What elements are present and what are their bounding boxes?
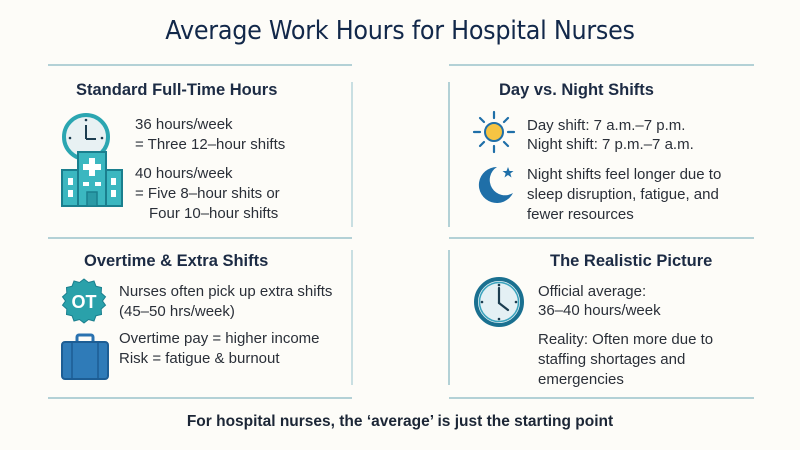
panel-heading: The Realistic Picture <box>550 252 713 270</box>
text-fewer-resources: fewer resources <box>527 206 634 223</box>
text-four-10-hour: Four 10–hour shifts <box>149 205 279 222</box>
text-36-hours: 36 hours/week <box>135 116 233 133</box>
text-five-8-hour: = Five 8–hour shits or <box>135 185 280 202</box>
text-extra-shifts: Nurses often pick up extra shifts <box>119 283 333 300</box>
briefcase-icon <box>61 333 109 380</box>
divider-bottom-left <box>48 397 352 399</box>
clock-icon <box>474 277 524 327</box>
text-night-shift: Night shift: 7 p.m.–7 a.m. <box>527 136 694 153</box>
text-36-40-hours: 36–40 hours/week <box>538 302 661 319</box>
divider-mid-left <box>48 237 352 239</box>
text-night-longer: Night shifts feel longer due to <box>527 166 722 183</box>
divider-vertical-right-top <box>448 82 450 227</box>
text-sleep-disruption: sleep disruption, fatigue, and <box>527 186 719 203</box>
moon-icon <box>478 166 514 203</box>
ot-badge-icon: OT <box>61 278 107 324</box>
divider-mid-right <box>449 237 754 239</box>
text-40-hours: 40 hours/week <box>135 165 233 182</box>
text-day-shift: Day shift: 7 a.m.–7 p.m. <box>527 117 686 134</box>
divider-vertical-right-bottom <box>448 250 450 385</box>
divider-bottom-right <box>449 397 754 399</box>
panel-heading: Standard Full-Time Hours <box>76 81 278 99</box>
text-staffing-shortages: staffing shortages and <box>538 351 686 368</box>
sun-icon <box>472 110 516 154</box>
page-title: Average Work Hours for Hospital Nurses <box>165 16 635 46</box>
divider-vertical-left-top <box>351 82 353 227</box>
divider-top-left <box>48 64 352 66</box>
ot-badge-text: OT <box>72 292 97 312</box>
divider-vertical-left-bottom <box>351 250 353 385</box>
hospital-clock-icon <box>61 113 123 207</box>
text-risk-burnout: Risk = fatigue & burnout <box>119 350 280 367</box>
text-overtime-pay: Overtime pay = higher income <box>119 330 320 347</box>
text-three-12-hour: = Three 12–hour shifts <box>135 136 286 153</box>
footer-tagline: For hospital nurses, the ‘average’ is ju… <box>186 413 614 430</box>
text-official-average: Official average: <box>538 283 647 300</box>
panel-heading: Overtime & Extra Shifts <box>84 252 269 270</box>
text-emergencies: emergencies <box>538 371 624 388</box>
text-45-50-hrs: (45–50 hrs/week) <box>119 303 235 320</box>
text-reality: Reality: Often more due to <box>538 331 714 348</box>
divider-top-right <box>449 64 754 66</box>
panel-heading: Day vs. Night Shifts <box>499 81 654 99</box>
